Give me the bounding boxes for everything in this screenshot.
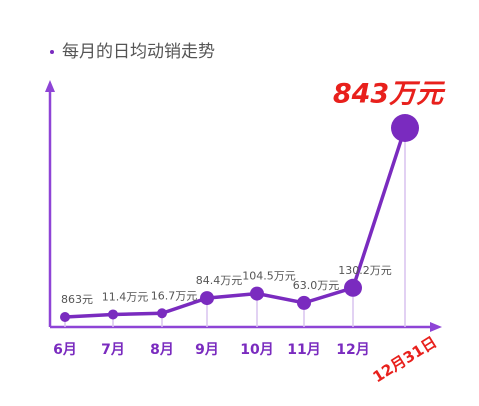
x-tick-label: 12月 [336, 342, 369, 358]
point [60, 311, 70, 322]
value-label: 11.4万元 [102, 290, 149, 303]
value-label: 84.4万元 [196, 274, 243, 287]
title-bullet [50, 50, 54, 54]
point [391, 114, 419, 142]
point [108, 309, 118, 320]
y-axis-arrow [45, 80, 55, 92]
point [344, 278, 362, 297]
x-tick-label: 9月 [195, 342, 219, 358]
x-tick-label: 8月 [150, 342, 174, 358]
value-label: 843万元 [333, 79, 446, 110]
x-axis-arrow [430, 322, 442, 332]
x-tick-label: 10月 [240, 342, 273, 358]
x-tick-label: 12月31日 [370, 333, 440, 386]
point [200, 291, 214, 306]
point [297, 295, 311, 310]
value-label: 130.2万元 [338, 264, 392, 277]
point [250, 286, 264, 301]
value-label: 63.0万元 [293, 279, 340, 292]
x-tick-label: 11月 [287, 342, 320, 358]
x-tick-label: 6月 [53, 342, 77, 358]
value-label: 104.5万元 [242, 270, 296, 283]
point [157, 308, 167, 319]
chart-title: 每月的日均动销走势 [62, 42, 215, 62]
value-label: 16.7万元 [151, 289, 198, 302]
value-label: 863元 [61, 293, 93, 306]
x-tick-label: 7月 [101, 342, 125, 358]
